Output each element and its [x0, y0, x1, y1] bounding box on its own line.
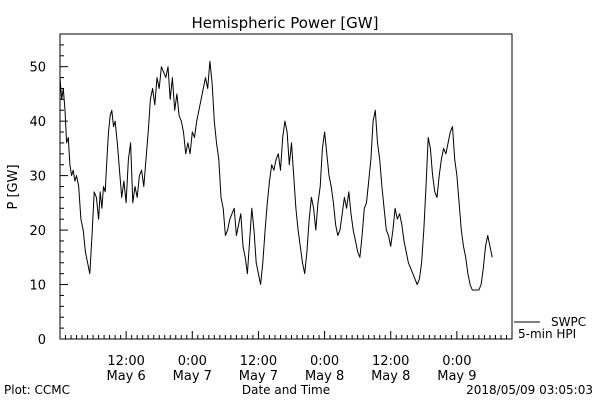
chart-title: Hemispheric Power [GW] [192, 14, 379, 32]
x-tick-time: 0:00 [178, 354, 207, 369]
x-tick-date: May 9 [437, 369, 476, 384]
x-tick-date: May 8 [305, 369, 344, 384]
x-tick-time: 12:00 [107, 354, 144, 369]
x-tick-time: 12:00 [240, 354, 277, 369]
footer-timestamp: 2018/05/09 03:05:03 [466, 383, 593, 397]
legend-series: 5-min HPI [518, 327, 576, 341]
y-tick-label: 40 [29, 115, 46, 130]
x-tick-date: May 7 [173, 369, 212, 384]
y-tick-label: 20 [29, 224, 46, 239]
x-tick-date: May 7 [239, 369, 278, 384]
x-tick-time: 12:00 [372, 354, 409, 369]
x-axis-label: Date and Time [242, 383, 330, 397]
footer-plot-credit: Plot: CCMC [4, 383, 70, 397]
legend-source: SWPC [551, 315, 586, 329]
x-tick-date: May 6 [107, 369, 146, 384]
y-tick-label: 0 [38, 333, 46, 348]
y-axis: 0 10 20 30 40 50 [29, 33, 68, 348]
x-tick-time: 0:00 [442, 354, 471, 369]
series-group [59, 60, 493, 291]
y-tick-label: 50 [29, 61, 46, 76]
legend: SWPC 5-min HPI [514, 315, 586, 341]
y-axis-label: P [GW] [6, 164, 21, 209]
x-tick-date: May 8 [371, 369, 410, 384]
series-line-hpi [59, 60, 493, 291]
x-tick-time: 0:00 [310, 354, 339, 369]
y-tick-label: 30 [29, 170, 46, 185]
y-tick-label: 10 [29, 279, 46, 294]
plot-frame [59, 33, 513, 340]
